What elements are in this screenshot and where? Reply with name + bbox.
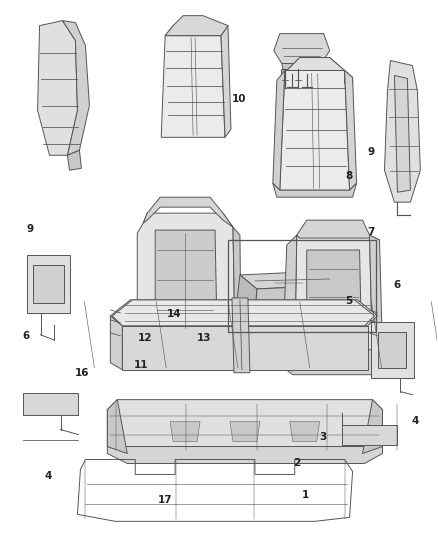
Polygon shape <box>273 183 357 197</box>
Polygon shape <box>165 26 228 36</box>
Polygon shape <box>122 326 367 370</box>
Polygon shape <box>240 271 343 289</box>
Polygon shape <box>237 275 257 315</box>
Text: 4: 4 <box>44 472 52 481</box>
Polygon shape <box>38 21 78 155</box>
Polygon shape <box>32 265 64 303</box>
Polygon shape <box>345 70 357 190</box>
Polygon shape <box>274 34 330 63</box>
Polygon shape <box>107 447 382 464</box>
Text: 3: 3 <box>319 432 327 442</box>
Polygon shape <box>23 393 78 415</box>
Polygon shape <box>110 300 378 326</box>
Polygon shape <box>133 330 243 365</box>
Polygon shape <box>112 300 374 326</box>
Polygon shape <box>233 227 241 337</box>
Polygon shape <box>294 69 302 72</box>
Polygon shape <box>342 425 397 445</box>
Polygon shape <box>137 213 235 350</box>
Polygon shape <box>395 76 410 192</box>
Text: 1: 1 <box>302 490 309 500</box>
Polygon shape <box>290 422 320 441</box>
Polygon shape <box>107 400 382 454</box>
Polygon shape <box>370 235 382 358</box>
Polygon shape <box>230 422 260 441</box>
Polygon shape <box>255 285 343 315</box>
Polygon shape <box>280 350 389 375</box>
Polygon shape <box>280 70 350 190</box>
Text: 13: 13 <box>197 333 212 343</box>
Text: 12: 12 <box>138 333 153 343</box>
Polygon shape <box>287 58 345 70</box>
Polygon shape <box>170 422 200 441</box>
Bar <box>228 240 375 332</box>
Polygon shape <box>385 61 420 202</box>
Polygon shape <box>297 220 379 242</box>
Polygon shape <box>27 255 71 313</box>
Text: 4: 4 <box>411 416 418 426</box>
Text: 9: 9 <box>367 147 374 157</box>
Text: 11: 11 <box>134 360 148 370</box>
Text: 7: 7 <box>367 227 375 237</box>
Polygon shape <box>371 322 414 378</box>
Polygon shape <box>165 15 228 36</box>
Polygon shape <box>363 400 382 454</box>
Polygon shape <box>232 298 250 373</box>
Text: 6: 6 <box>22 330 30 341</box>
Polygon shape <box>281 69 289 72</box>
Text: 16: 16 <box>75 368 89 378</box>
Polygon shape <box>307 250 361 345</box>
Text: 2: 2 <box>293 458 300 468</box>
Polygon shape <box>273 70 285 190</box>
Polygon shape <box>283 235 297 358</box>
Polygon shape <box>287 58 353 85</box>
Polygon shape <box>67 150 81 170</box>
Text: 17: 17 <box>158 495 173 505</box>
Polygon shape <box>221 26 231 138</box>
Text: 8: 8 <box>346 171 353 181</box>
Polygon shape <box>161 36 225 138</box>
Polygon shape <box>282 63 321 74</box>
Text: 10: 10 <box>232 94 247 104</box>
Polygon shape <box>107 400 127 454</box>
Polygon shape <box>155 230 217 330</box>
Polygon shape <box>295 235 372 358</box>
Text: 9: 9 <box>27 224 34 235</box>
Text: 6: 6 <box>394 280 401 290</box>
Polygon shape <box>63 21 89 155</box>
Polygon shape <box>143 197 233 227</box>
Text: 14: 14 <box>166 309 181 319</box>
Polygon shape <box>110 316 122 370</box>
Text: 5: 5 <box>346 296 353 306</box>
Polygon shape <box>378 332 406 368</box>
